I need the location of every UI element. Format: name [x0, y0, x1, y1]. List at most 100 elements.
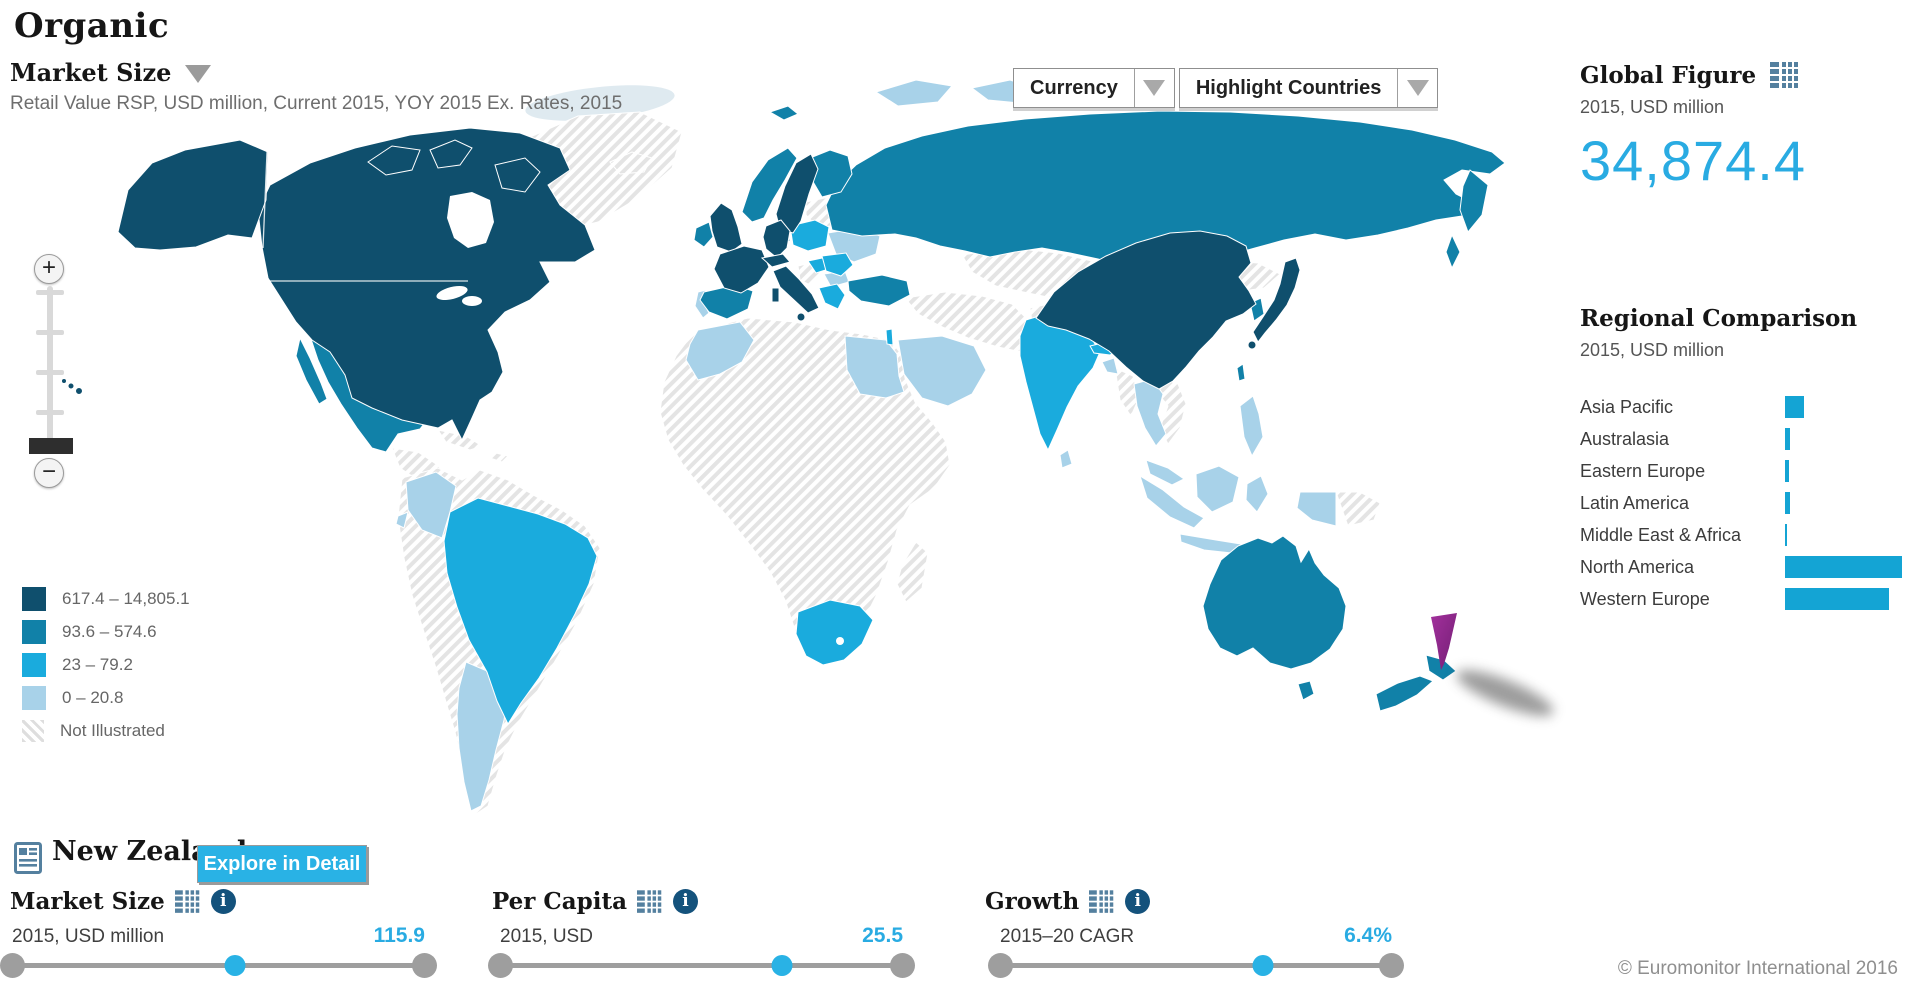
country-brazil — [443, 497, 598, 726]
region-bar[interactable] — [1785, 428, 1790, 450]
region-bar[interactable] — [1785, 492, 1790, 514]
legend-label: 0 – 20.8 — [62, 687, 124, 707]
country-usa-canada — [257, 127, 596, 442]
metric-market-size: Market Size i 2015, USD million 115.9 — [0, 888, 437, 980]
country-australia — [1202, 535, 1347, 670]
map-header: Market Size Retail Value RSP, USD millio… — [10, 58, 622, 115]
legend-label: 93.6 – 574.6 — [62, 621, 157, 641]
explore-button-label: Explore in Detail — [203, 852, 361, 875]
legend-row: 617.4 – 14,805.1 — [22, 582, 190, 615]
region-label: Middle East & Africa — [1580, 524, 1742, 545]
region-bar[interactable] — [1785, 524, 1787, 546]
currency-dropdown[interactable]: Currency — [1013, 68, 1175, 108]
zoom-tick — [36, 410, 64, 415]
regional-comparison-title: Regional Comparison — [1580, 305, 1858, 332]
metric-value: 6.4% — [1344, 924, 1392, 947]
currency-dropdown-label: Currency — [1030, 76, 1118, 99]
slider-min-knob[interactable] — [988, 953, 1013, 978]
country-china — [1035, 230, 1257, 390]
region-label: Latin America — [1580, 492, 1690, 513]
metric-slider — [0, 952, 437, 980]
zoom-out-button[interactable]: − — [34, 458, 64, 488]
currency-caret-icon — [1133, 69, 1174, 107]
country-japan — [1252, 257, 1301, 343]
metric-slider — [988, 952, 1404, 980]
metric-value: 115.9 — [373, 924, 425, 947]
map-bin-medium[interactable] — [295, 105, 1506, 712]
slider-max-knob[interactable] — [890, 953, 915, 978]
zoom-slider-handle[interactable] — [29, 438, 73, 454]
slider-max-knob[interactable] — [1379, 953, 1404, 978]
slider-value-dot[interactable] — [1252, 955, 1274, 976]
regional-comparison-subtitle: 2015, USD million — [1580, 340, 1725, 360]
country-south-africa — [795, 599, 874, 666]
metric-value: 25.5 — [862, 924, 903, 947]
metric-title: Per Capita — [492, 888, 627, 915]
country-alaska — [117, 139, 269, 251]
regional-row: Asia Pacific — [1580, 391, 1910, 423]
data-grid-icon[interactable] — [1770, 62, 1800, 89]
legend-swatch-cyan — [22, 652, 46, 677]
region-label: Eastern Europe — [1580, 460, 1706, 481]
regional-row: North America — [1580, 551, 1910, 583]
region-label: Australasia — [1580, 428, 1670, 449]
global-figure-value: 34,874.4 — [1580, 129, 1806, 192]
map-subtitle: Retail Value RSP, USD million, Current 2… — [10, 93, 623, 114]
map-bin-dark[interactable] — [61, 127, 1301, 442]
region-label: North America — [1580, 556, 1695, 577]
slider-min-knob[interactable] — [488, 953, 513, 978]
slider-track[interactable] — [500, 963, 903, 968]
slider-track[interactable] — [1000, 963, 1392, 968]
metric-per-capita: Per Capita i 2015, USD 25.5 — [488, 888, 915, 980]
plus-icon: + — [41, 254, 56, 281]
legend-row: Not Illustrated — [22, 714, 190, 747]
zoom-tick — [36, 370, 64, 375]
slider-value-dot[interactable] — [224, 955, 246, 976]
copyright-notice: © Euromonitor International 2016 — [1617, 958, 1898, 979]
info-icon[interactable]: i — [1125, 889, 1151, 914]
slider-track[interactable] — [12, 963, 425, 968]
metric-selector-caret-icon[interactable] — [185, 65, 212, 83]
global-figure-subtitle: 2015, USD million — [1580, 97, 1725, 117]
region-bar[interactable] — [1785, 588, 1889, 610]
regional-comparison-panel: Regional Comparison 2015, USD million As… — [1580, 305, 1910, 615]
legend-swatch-dark — [22, 586, 46, 611]
region-bar[interactable] — [1785, 396, 1804, 418]
map-bin-cyan[interactable] — [443, 219, 1130, 726]
region-bar[interactable] — [1785, 556, 1902, 578]
data-grid-icon[interactable] — [637, 889, 663, 914]
legend-row: 0 – 20.8 — [22, 681, 190, 714]
slider-max-knob[interactable] — [412, 953, 437, 978]
regional-row: Latin America — [1580, 487, 1910, 519]
metric-title: Growth — [985, 888, 1080, 915]
metric-growth: Growth i 2015–20 CAGR 6.4% — [985, 888, 1404, 980]
regional-row: Middle East & Africa — [1580, 519, 1910, 551]
zoom-in-button[interactable]: + — [34, 254, 64, 284]
global-figure-panel: Global Figure 2015, USD million 34,874.4 — [1580, 62, 1904, 193]
map-toolbar: Currency Highlight Countries — [1013, 68, 1442, 108]
legend-swatch-medium — [22, 619, 46, 644]
regional-row: Australasia — [1580, 423, 1910, 455]
metric-subtitle: 2015–20 CAGR — [1000, 926, 1135, 947]
zoom-tick — [36, 330, 64, 335]
legend-label: 23 – 79.2 — [62, 654, 133, 674]
new-zealand-pin[interactable] — [1431, 613, 1457, 670]
highlight-countries-label: Highlight Countries — [1195, 76, 1382, 99]
slider-min-knob[interactable] — [0, 953, 25, 978]
country-italy — [772, 265, 820, 314]
metric-selector-label: Market Size — [10, 58, 172, 87]
info-icon[interactable]: i — [673, 889, 698, 914]
region-bar[interactable] — [1785, 460, 1789, 482]
country-report-icon[interactable] — [14, 842, 42, 874]
highlight-countries-dropdown[interactable]: Highlight Countries — [1178, 68, 1439, 108]
slider-value-dot[interactable] — [771, 955, 793, 976]
country-germany — [762, 219, 791, 259]
data-grid-icon[interactable] — [1089, 889, 1115, 914]
info-icon[interactable]: i — [210, 889, 236, 914]
explore-in-detail-button[interactable]: Explore in Detail — [197, 845, 367, 883]
legend-label: 617.4 – 14,805.1 — [62, 588, 190, 608]
metric-subtitle: 2015, USD — [500, 926, 593, 947]
zoom-slider-track[interactable] — [47, 286, 53, 444]
data-grid-icon[interactable] — [174, 889, 201, 914]
